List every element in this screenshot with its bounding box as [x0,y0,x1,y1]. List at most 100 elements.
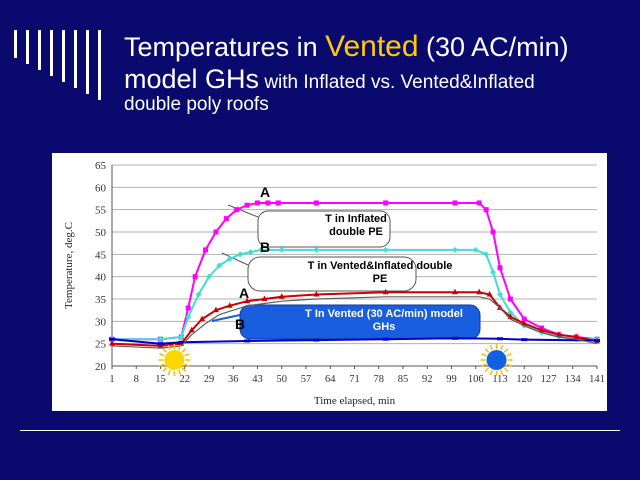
data-point [178,333,185,340]
deco-stripe [50,30,53,76]
data-point [157,336,164,343]
callout-vented: T In Vented (30 AC/min) model GHs [305,308,463,334]
data-point [555,331,562,337]
x-tick-label: 71 [349,374,360,385]
x-tick-label: 1 [109,374,114,385]
data-point [157,342,164,346]
y-tick-label: 25 [95,339,107,351]
x-tick-label: 141 [589,374,605,385]
data-point [247,249,254,256]
x-tick-label: 106 [468,374,484,385]
y-tick-label: 40 [95,272,107,284]
data-point [109,340,115,346]
data-point [237,251,244,258]
data-point [257,246,264,253]
title-text-2: (30 AC/min) [418,32,569,62]
data-point [538,326,545,333]
callout-pointer [221,252,249,266]
y-tick-label: 50 [95,227,107,239]
callout-pointer [211,314,241,322]
title-text-5: double poly roofs [124,93,269,115]
data-point [382,337,389,341]
x-tick-label: 36 [228,374,239,385]
x-tick-label: 50 [277,374,288,385]
slide-title: Temperatures in Vented (30 AC/min) model… [124,30,624,115]
title-highlight: Vented [325,30,419,63]
title-decoration-stripes [14,30,101,100]
data-point [573,333,580,339]
data-point [313,338,320,342]
chart-svg: 20 25 30 35 40 45 50 55 60 65 1 8 15 22 29 36 43 50 57 64 71… [63,160,605,407]
chart-panel: 20 25 30 35 40 45 50 55 60 65 1 8 15 22 29 36 43 50 57 64 71… [52,153,607,411]
y-tick-label: 35 [95,294,107,306]
x-tick-label: 92 [422,374,433,385]
data-point [206,273,212,280]
data-point [244,297,251,304]
data-point [203,247,209,253]
callout-pointer [227,204,259,218]
sun-icon [158,344,191,376]
x-tick-label: 99 [446,374,457,385]
x-tick-label: 57 [301,374,312,385]
data-point [521,320,528,326]
x-tick-label: 29 [204,374,215,385]
title-text-4: with Inflated vs. Vented&Inflated [259,71,535,93]
data-point [244,339,251,343]
x-tick-label: 78 [374,374,385,385]
x-tick-label: 15 [155,374,166,385]
deco-stripe [86,30,89,94]
data-point [490,229,496,235]
x-tick-label: 22 [180,374,191,385]
data-point [178,340,185,344]
data-point [483,251,490,258]
data-point [195,291,202,298]
data-point [486,291,493,297]
label-b-bottom: B [235,316,246,332]
data-point [244,202,250,208]
callout-vented-inflated: T in Vented&Inflated double PE [307,260,453,286]
deco-stripe [14,30,17,58]
data-point [188,326,195,333]
data-point [497,265,503,271]
deco-stripe [62,30,65,82]
callout-inflated: T in Inflated double PE [325,213,387,239]
data-point [483,207,489,213]
data-point [223,216,229,222]
deco-stripe [38,30,41,70]
y-axis-title: Temperature, deg.C [63,222,75,309]
data-point [185,313,192,320]
y-tick-label: 65 [95,160,107,172]
data-point [383,200,389,206]
moon-sun-icon [480,344,513,376]
deco-stripe [74,30,77,88]
y-tick-label: 60 [95,182,107,194]
bottom-divider [20,430,620,431]
data-point [278,246,285,253]
series-line-1 [112,202,598,341]
data-point [212,306,219,313]
callout-bubble-vented-inflated [247,256,417,292]
data-point [275,200,281,206]
data-point [451,288,458,295]
data-point [452,200,458,206]
data-point [382,246,389,253]
data-point [490,269,497,276]
y-tick-label: 45 [95,249,107,261]
x-tick-label: 127 [541,374,557,385]
y-tick-label: 30 [95,316,107,328]
data-point [507,309,514,316]
data-point [476,288,483,295]
callout-bubble-inflated [257,210,391,248]
data-point [521,316,527,322]
data-point [472,246,479,253]
deco-stripe [26,30,29,64]
data-point [521,338,528,342]
data-point [234,207,240,213]
series-line-4 [111,337,598,345]
data-point [199,315,206,322]
x-tick-label: 8 [134,374,139,385]
label-b-top: B [260,239,271,255]
deco-stripe [98,30,101,100]
label-a-bottom: A [239,285,250,301]
series-line-3 [111,291,598,347]
